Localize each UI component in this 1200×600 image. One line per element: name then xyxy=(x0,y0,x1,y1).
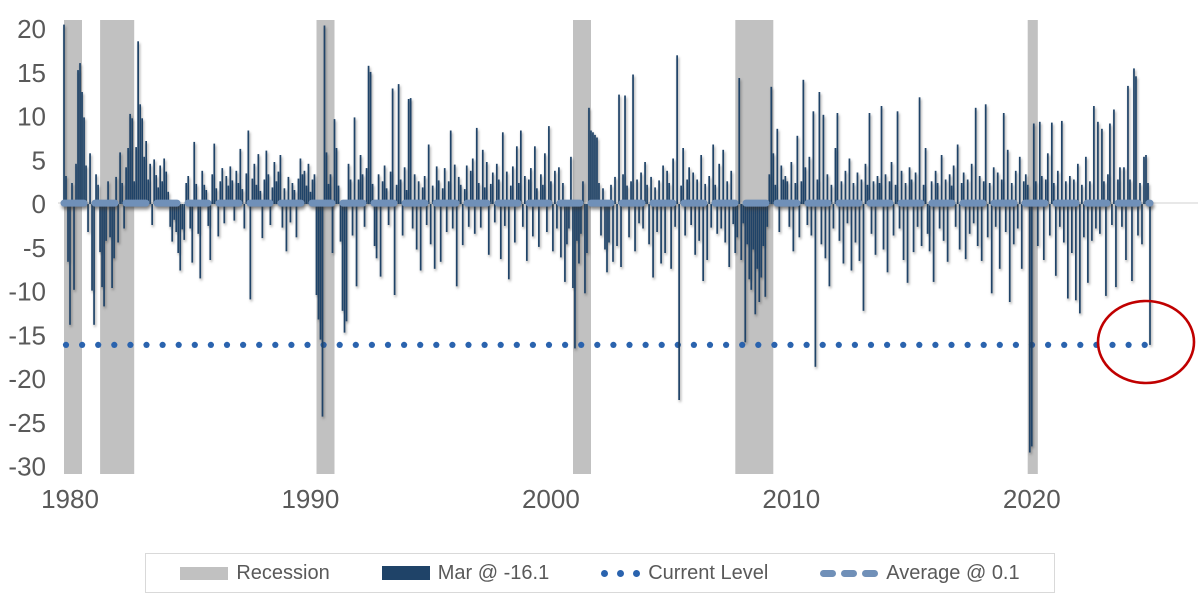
recession-band xyxy=(316,20,335,474)
legend-item-average: Average @ 0.1 xyxy=(820,561,1020,585)
annotation-ellipse xyxy=(1096,299,1196,385)
recession-band xyxy=(1027,20,1038,474)
y-tick-label: 15 xyxy=(17,58,46,88)
legend-label-series: Mar @ -16.1 xyxy=(437,561,550,584)
dotted-line-swatch-icon xyxy=(601,569,641,577)
recession-band xyxy=(573,20,591,474)
y-tick-label: -20 xyxy=(8,364,46,394)
y-tick-label: -25 xyxy=(8,408,46,438)
x-tick-label: 2000 xyxy=(522,484,580,514)
y-tick-label: 5 xyxy=(32,145,46,175)
legend-item-recession: Recession xyxy=(180,561,330,585)
recession-swatch-icon xyxy=(180,566,229,580)
legend-label-recession: Recession xyxy=(236,561,330,584)
dashed-line-swatch-icon xyxy=(820,569,879,577)
x-tick-label: 2010 xyxy=(762,484,820,514)
x-tick-label: 1990 xyxy=(281,484,339,514)
y-tick-label: -10 xyxy=(8,277,46,307)
y-tick-label: 10 xyxy=(17,102,46,132)
x-tick-label: 2020 xyxy=(1003,484,1061,514)
legend-label-average: Average @ 0.1 xyxy=(886,561,1020,584)
legend-item-series: Mar @ -16.1 xyxy=(381,561,550,585)
y-tick-label: 0 xyxy=(32,189,46,219)
legend-label-current-level: Current Level xyxy=(648,561,769,584)
current-level-line xyxy=(62,341,1148,348)
recession-band xyxy=(100,20,135,474)
y-tick-label: -15 xyxy=(8,320,46,350)
x-tick-label: 1980 xyxy=(41,484,99,514)
y-tick-label: 20 xyxy=(17,14,46,44)
y-tick-label: -30 xyxy=(8,452,46,482)
y-axis-labels: 20 15 10 5 0 -5 -10 -15 -20 -25 -30 xyxy=(8,14,46,482)
bars-series xyxy=(63,24,1151,453)
y-tick-label: -5 xyxy=(23,233,46,263)
chart-legend: Recession Mar @ -16.1 Current Level Aver… xyxy=(145,553,1055,593)
bar-swatch-icon xyxy=(381,566,430,580)
x-axis-labels: 1980 1990 2000 2010 2020 xyxy=(41,484,1061,514)
legend-item-current-level: Current Level xyxy=(601,562,768,585)
